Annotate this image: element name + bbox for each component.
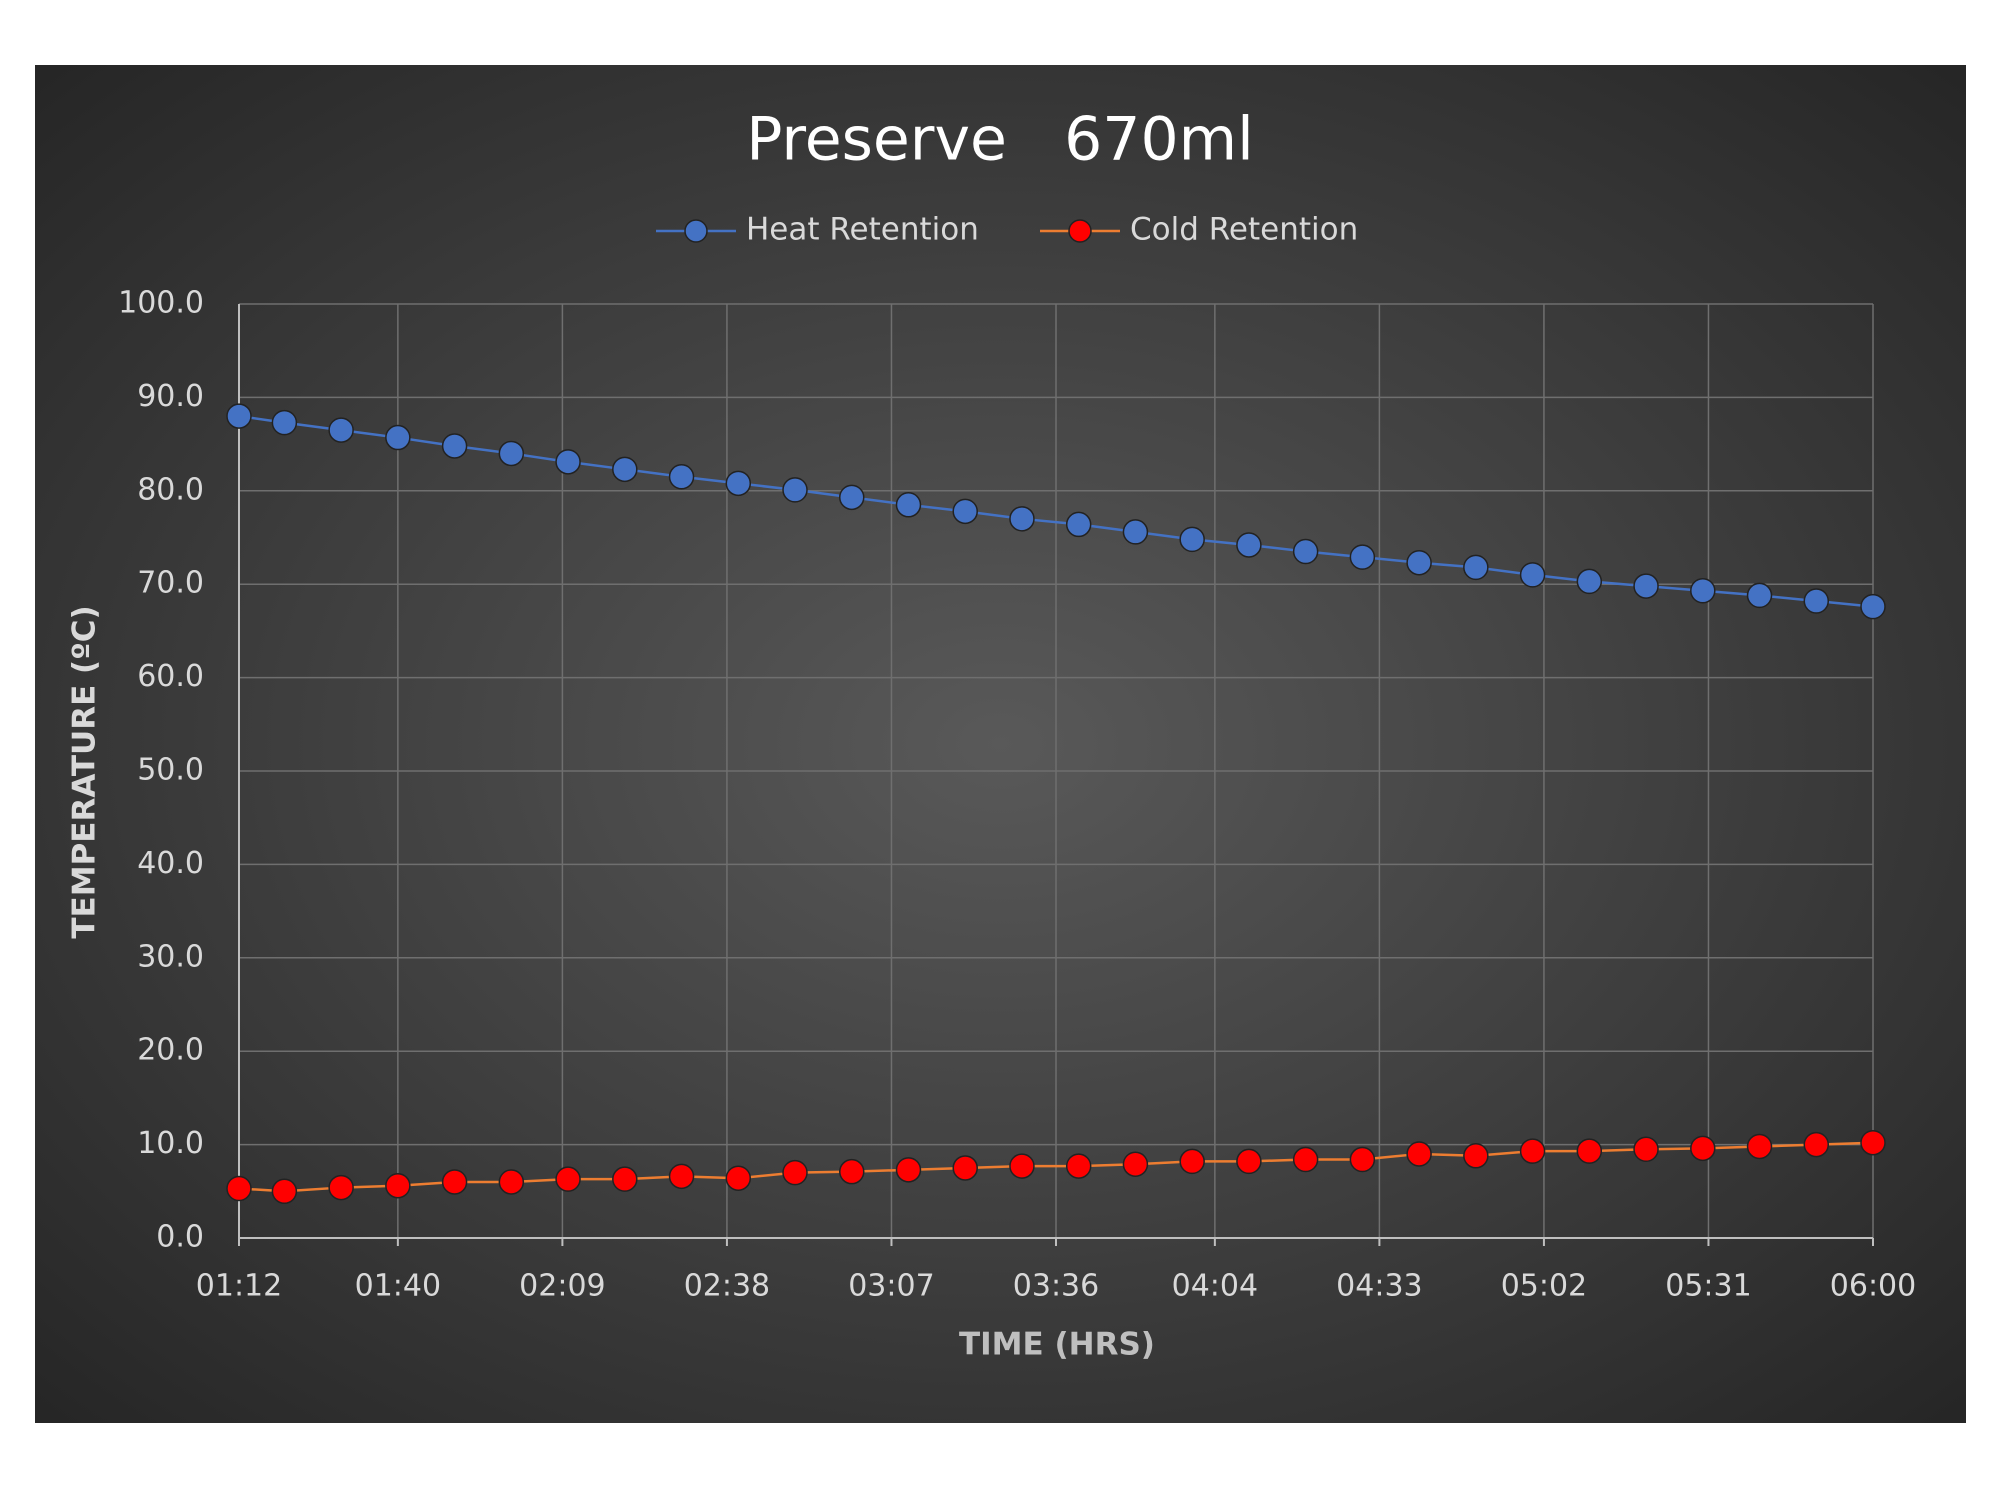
data-point [1690,577,1716,604]
y-tick-label: 100.0 [118,286,204,321]
data-point [385,1172,411,1199]
x-tick-label: 05:31 [1665,1269,1751,1304]
data-point [668,464,695,490]
data-point [226,403,252,429]
legend: Heat Retention Cold Retention [656,212,1358,248]
data-point [1122,519,1149,545]
y-tick-label: 10.0 [137,1126,204,1161]
y-axis-title: TEMPERATURE (ºC) [67,605,103,938]
data-point [1236,1148,1262,1175]
data-point [1860,1129,1886,1156]
data-point [1065,511,1092,538]
y-tick-label: 40.0 [137,846,204,881]
data-point [895,1157,922,1183]
legend-marker [1068,219,1092,243]
x-tick-label: 03:07 [848,1269,934,1304]
data-point [1803,588,1830,614]
data-point [1179,1148,1205,1175]
legend-label: Cold Retention [1130,212,1358,248]
data-point [1746,582,1773,609]
y-tick-label: 90.0 [137,379,204,414]
data-point [1576,1138,1603,1164]
data-point [1633,573,1659,599]
data-point [725,470,752,497]
x-axis-title: TIME (HRS) [959,1327,1155,1363]
data-point [725,1165,752,1191]
data-point [668,1163,695,1190]
data-point [1406,1141,1432,1167]
x-tick-label: 01:12 [196,1269,282,1304]
data-point [328,417,354,443]
data-point [612,456,638,483]
data-point [1065,1153,1092,1179]
data-point [782,1159,808,1186]
chart-background [35,65,1966,1423]
data-point [271,1178,298,1205]
data-point [1463,1143,1489,1169]
data-point [1009,1153,1035,1179]
data-point [555,449,581,475]
legend-label: Heat Retention [746,212,979,248]
data-point [839,1158,865,1185]
data-point [441,1169,468,1195]
y-tick-label: 0.0 [156,1220,204,1255]
data-point [1633,1136,1659,1163]
x-tick-label: 02:09 [519,1269,605,1304]
x-tick-label: 05:02 [1501,1269,1587,1304]
data-point [385,424,411,451]
data-point [952,1155,978,1181]
data-point [498,440,525,467]
data-point [1292,538,1319,565]
data-point [1292,1146,1319,1173]
x-tick-label: 01:40 [355,1269,441,1304]
data-point [1122,1151,1149,1177]
data-point [1179,526,1205,553]
data-point [1406,549,1432,576]
data-point [555,1166,581,1192]
data-point [1519,562,1546,588]
data-point [612,1166,638,1192]
data-point [782,477,808,503]
data-point [441,433,468,459]
data-point [1349,544,1376,570]
data-point [1860,593,1886,620]
data-point [895,492,922,518]
x-tick-label: 04:04 [1172,1269,1258,1304]
y-tick-label: 30.0 [137,939,204,974]
data-point [498,1169,525,1195]
y-tick-label: 70.0 [137,566,204,601]
data-point [1349,1146,1376,1173]
data-point [1576,568,1603,595]
y-tick-label: 80.0 [137,472,204,507]
data-point [1463,554,1489,581]
data-point [839,484,865,511]
data-point [1519,1138,1546,1164]
data-point [952,498,978,525]
legend-marker [684,219,708,243]
y-tick-label: 20.0 [137,1033,204,1068]
y-tick-label: 60.0 [137,659,204,694]
y-tick-label: 50.0 [137,753,204,788]
data-point [328,1174,354,1201]
data-point [1803,1131,1830,1158]
data-point [226,1175,252,1202]
data-point [1236,532,1262,558]
chart-title: Preserve 670ml [746,105,1254,175]
data-point [1009,506,1035,532]
x-tick-label: 03:36 [1013,1269,1099,1304]
x-tick-label: 02:38 [684,1269,770,1304]
data-point [1690,1135,1716,1162]
data-point [1746,1133,1773,1160]
x-tick-label: 06:00 [1830,1269,1916,1304]
data-point [271,409,298,436]
x-tick-label: 04:33 [1336,1269,1422,1304]
